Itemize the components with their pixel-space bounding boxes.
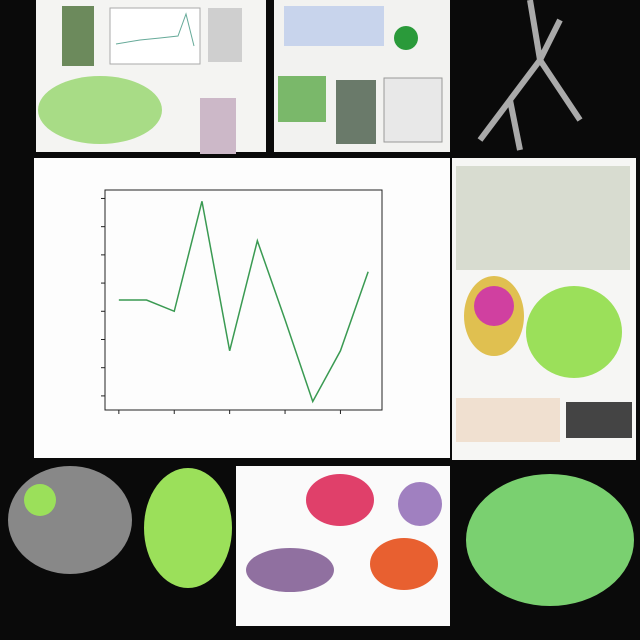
line: [118, 201, 369, 404]
decor-blob: [144, 468, 232, 588]
decor-circle: [398, 482, 442, 526]
decor-line: [115, 12, 195, 47]
plot-frame: [104, 189, 383, 411]
thumbnail: [208, 8, 242, 62]
thumbnail: [456, 166, 630, 270]
decor: [200, 98, 236, 154]
chart-panel: [34, 158, 450, 458]
plot: [101, 197, 369, 414]
decor-blob: [246, 548, 334, 592]
decor-circle: [474, 286, 514, 326]
thumbnail: [62, 6, 94, 66]
decor-tree: [477, 0, 583, 151]
decor-blob: [8, 466, 132, 574]
thumbnail: [383, 77, 443, 143]
decor-circle: [394, 26, 418, 50]
thumbnail: [566, 402, 632, 438]
thumbnail: [456, 398, 560, 442]
decor-circle: [24, 484, 56, 516]
decor-blob: [370, 538, 438, 590]
decor-blob: [466, 474, 634, 606]
decor-blob: [526, 286, 622, 378]
decor-blob: [38, 76, 162, 144]
thumbnail: [336, 80, 376, 144]
decor-blob: [306, 474, 374, 526]
thumbnail: [278, 76, 326, 122]
thumbnail: [284, 6, 384, 46]
